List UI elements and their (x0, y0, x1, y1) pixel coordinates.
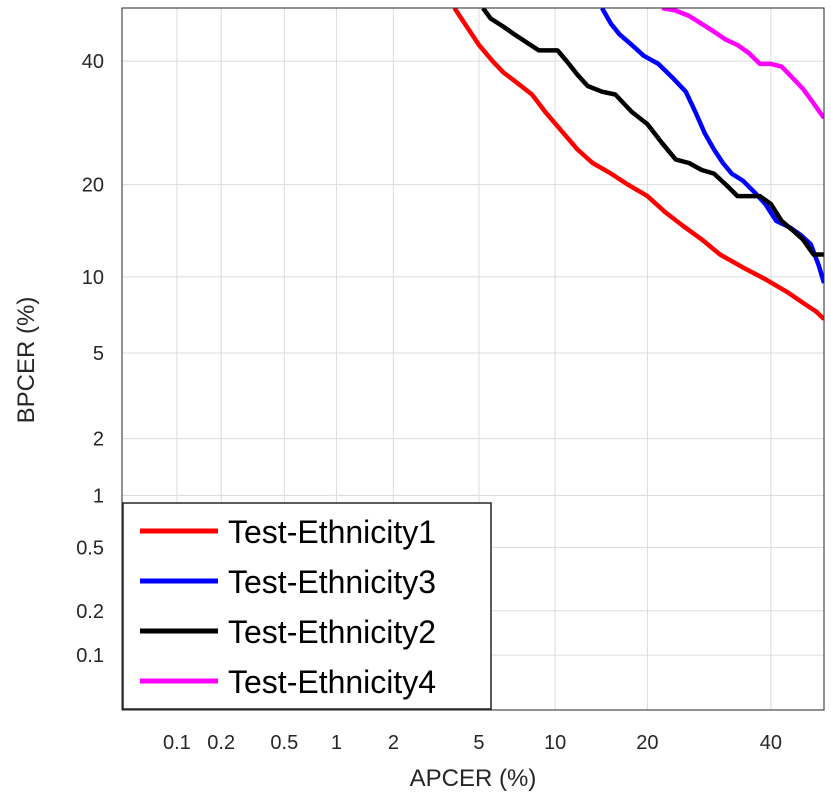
y-tick-label: 40 (82, 51, 104, 73)
y-tick-label: 2 (93, 429, 104, 451)
plot-area-frame (121, 7, 825, 711)
legend-label-ethnicity3: Test-Ethnicity3 (228, 564, 436, 600)
y-tick-label: 1 (93, 486, 104, 508)
x-tick-label: 0.2 (207, 732, 235, 754)
x-tick-label: 40 (760, 732, 782, 754)
legend-label-ethnicity2: Test-Ethnicity2 (228, 614, 436, 650)
y-tick-label: 0.2 (76, 601, 104, 623)
series-line-test-ethnicity2 (481, 8, 824, 257)
x-tick-label: 20 (636, 732, 658, 754)
tick-labels: 0.1 0.2 0.5 1 2 5 10 20 40 0.1 0.2 0.5 1 2 5 10 20 40 (76, 51, 782, 754)
y-tick-label: 20 (82, 175, 104, 197)
legend-label-ethnicity1: Test-Ethnicity1 (228, 514, 436, 550)
series-layer (452, 8, 824, 321)
y-tick-label: 0.1 (76, 645, 104, 667)
legend-label-ethnicity4: Test-Ethnicity4 (228, 664, 436, 700)
y-tick-label: 0.5 (76, 538, 104, 560)
x-tick-label: 2 (388, 732, 399, 754)
x-tick-label: 1 (331, 732, 342, 754)
legend-box (122, 502, 492, 710)
y-axis-title: BPCER (%) (13, 297, 40, 424)
series-line-test-ethnicity4 (661, 8, 824, 120)
x-tick-label: 0.1 (163, 732, 191, 754)
series-line-test-ethnicity3 (600, 8, 824, 284)
x-tick-label: 10 (544, 732, 566, 754)
x-tick-label: 5 (473, 732, 484, 754)
series-line-test-ethnicity1 (452, 8, 824, 321)
x-axis-title: APCER (%) (410, 765, 537, 792)
y-tick-label: 5 (93, 343, 104, 365)
x-tick-label: 0.5 (270, 732, 298, 754)
legend: Test-Ethnicity1 Test-Ethnicity3 Test-Eth… (122, 502, 492, 710)
y-tick-label: 10 (82, 267, 104, 289)
